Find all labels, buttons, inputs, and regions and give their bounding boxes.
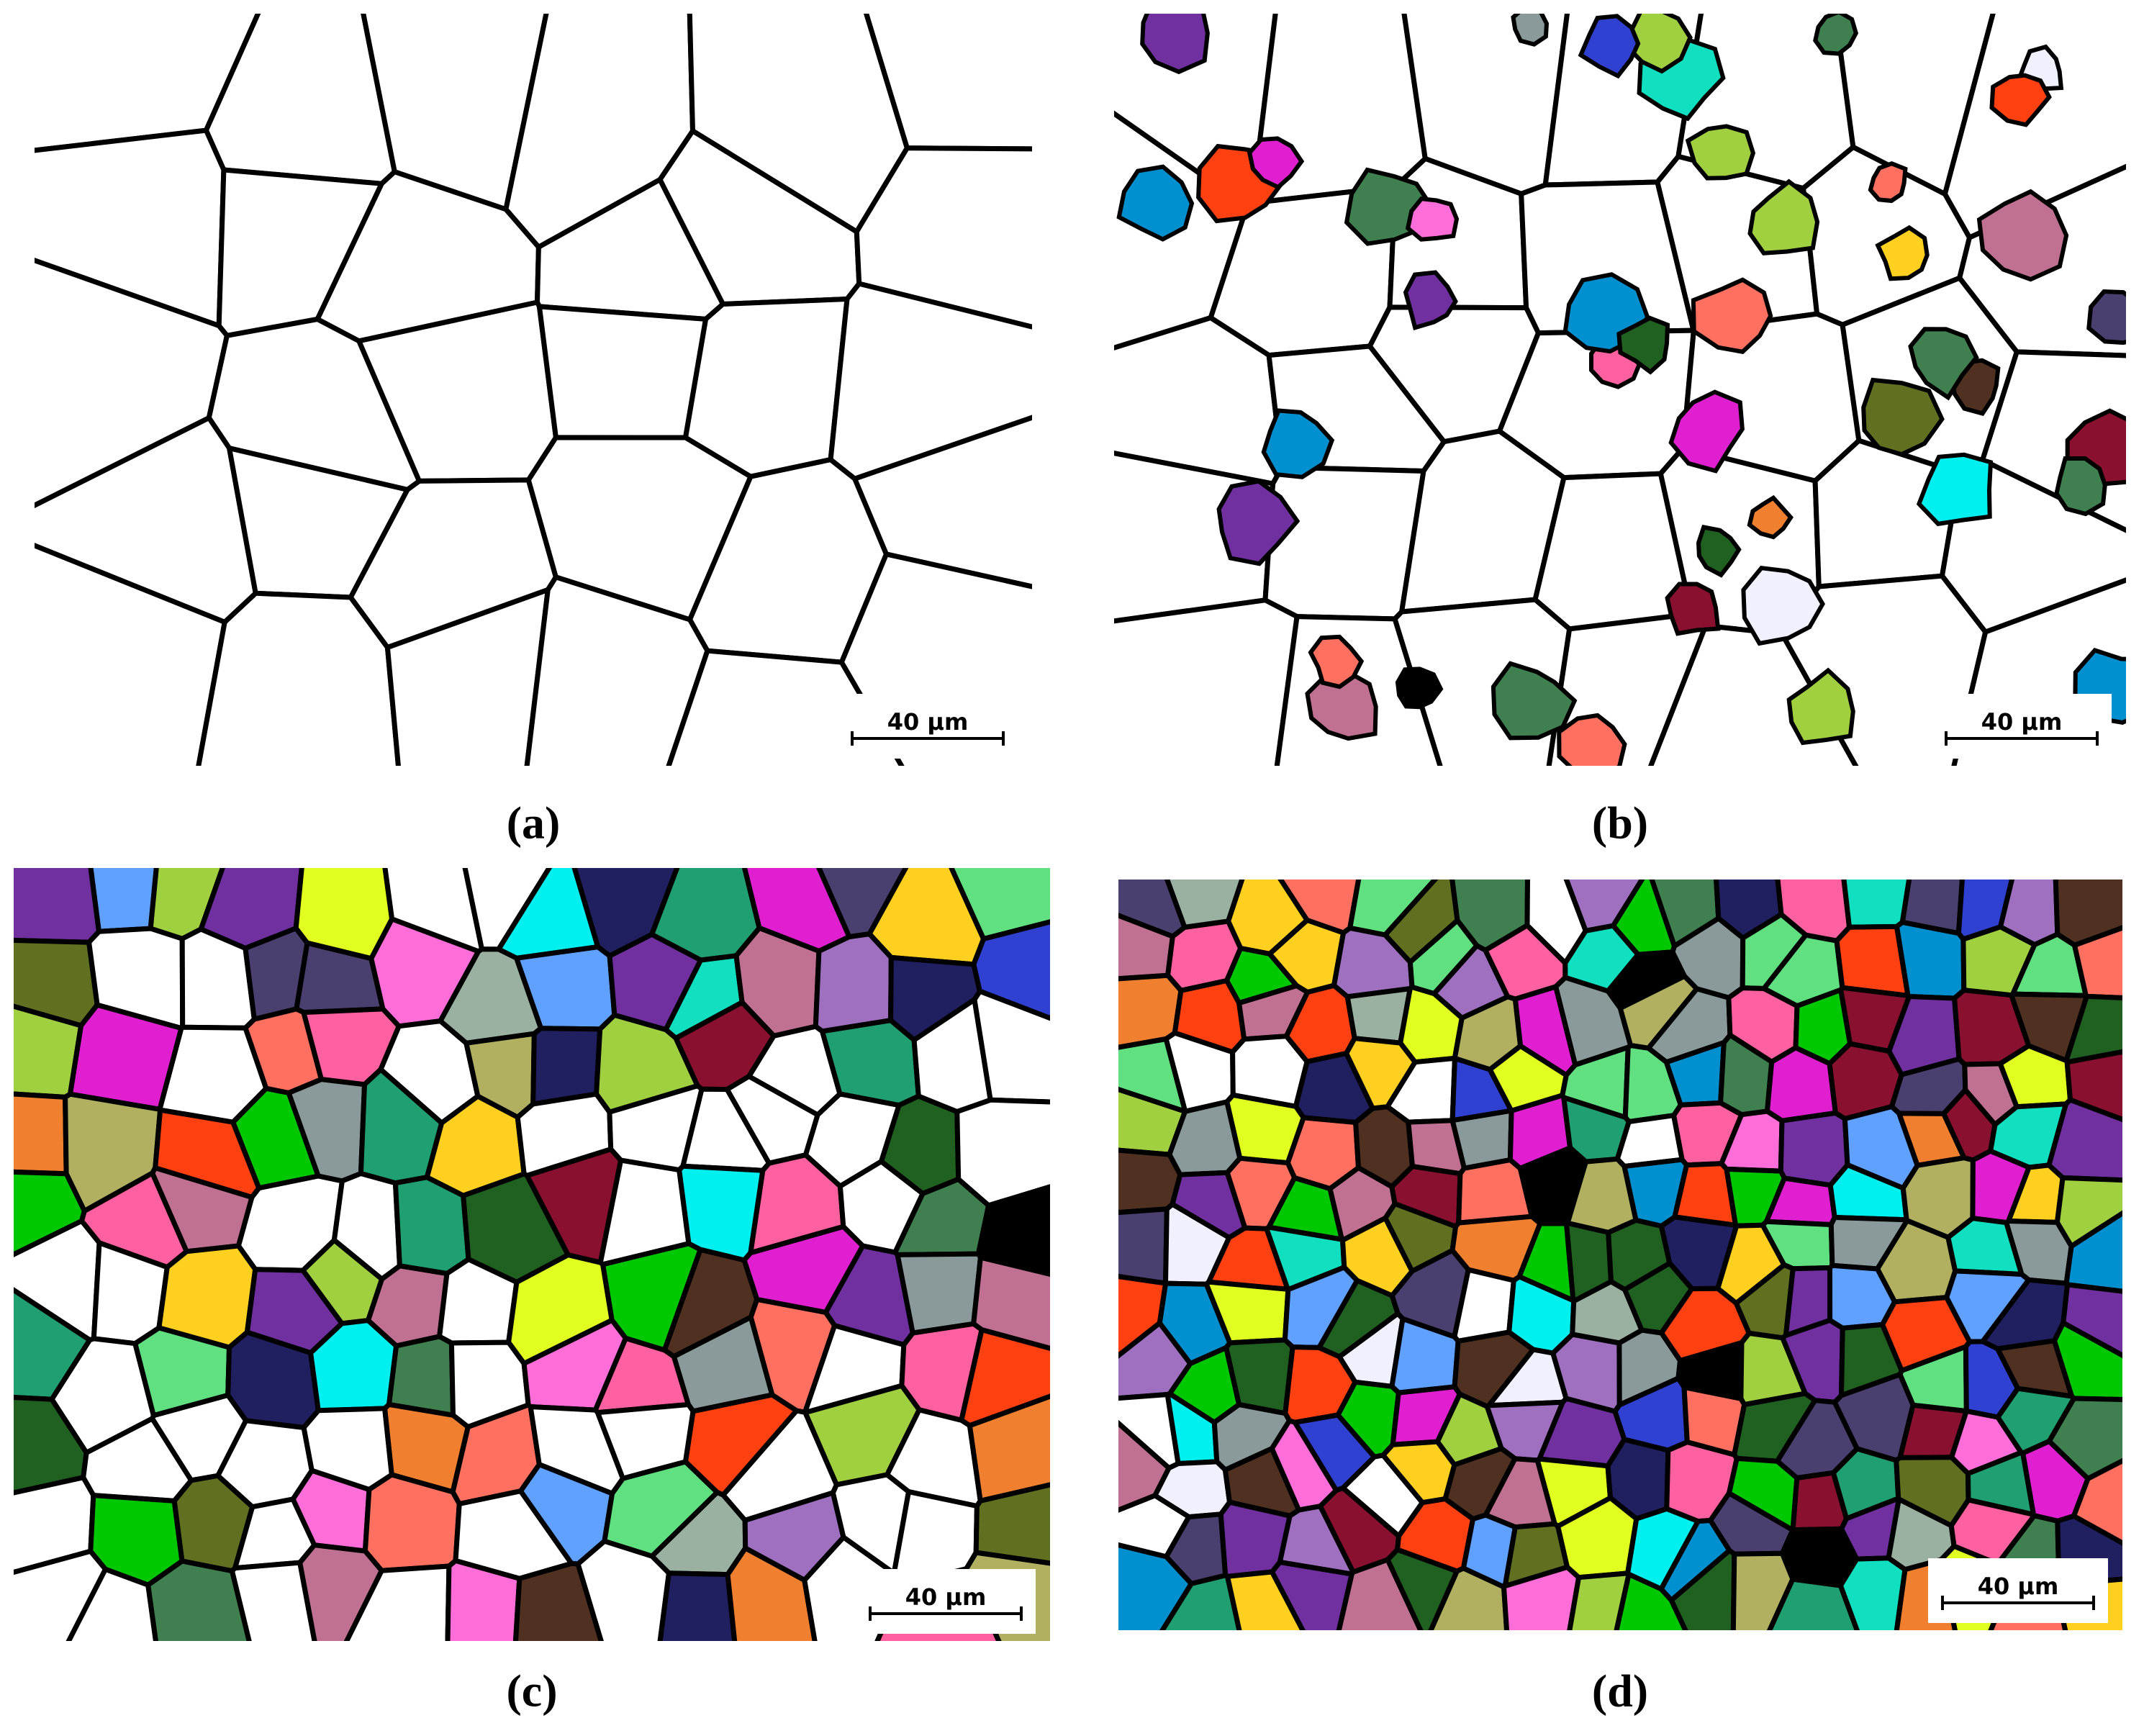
recrystallized-grain: [1405, 196, 1460, 242]
recrystallized-grain: [1741, 566, 1825, 646]
micrograph-a: 40 μm: [35, 14, 1032, 766]
scale-bar-label: 40 μm: [905, 1583, 987, 1611]
recrystallized-grain: [1403, 270, 1458, 331]
recrystallized-grain: [1747, 494, 1794, 540]
recrystallized-grain: [1696, 525, 1742, 578]
grain: [536, 304, 709, 440]
recrystallized-grain: [1916, 452, 1994, 527]
recrystallized-grain: [1557, 713, 1627, 766]
recrystallized-grain: [1308, 634, 1365, 690]
micrograph-c: 40 μm: [14, 868, 1050, 1641]
scale-bar-box: [838, 694, 1018, 759]
grain: [864, 14, 1032, 152]
recrystallized-grain: [2086, 289, 2126, 345]
grain: [895, 1251, 983, 1336]
recrystallized-grain: [1616, 315, 1670, 375]
grain: [1336, 1557, 1424, 1630]
recrystallized-grain: [1116, 164, 1195, 242]
recrystallized-grain: [1813, 14, 1859, 56]
grain: [1262, 464, 1426, 622]
scale-bar-label: 40 μm: [887, 708, 969, 736]
recrystallized-grain: [1747, 178, 1820, 256]
recrystallized-grain: [1668, 389, 1745, 474]
recrystallized-grain: [1868, 161, 1908, 204]
recrystallized-grain: [2054, 456, 2107, 517]
grain: [1894, 919, 1967, 1001]
grain: [1114, 597, 1300, 766]
recrystallized-grain: [1305, 670, 1378, 741]
scale-bar-label: 40 μm: [1978, 1573, 2059, 1600]
recrystallized-grain: [1786, 667, 1855, 746]
grain: [813, 931, 894, 1034]
recrystallized-grain: [1261, 408, 1335, 479]
recrystallized-grain: [1395, 666, 1444, 710]
grain: [973, 1482, 1050, 1566]
recrystallized-grain: [1989, 73, 2052, 127]
grain: [972, 988, 1050, 1105]
recrystallized-grain: [1511, 14, 1550, 47]
grain: [386, 1334, 456, 1418]
scale-bar-box: [856, 1569, 1036, 1634]
grain: [392, 1175, 471, 1276]
recrystallized-grain: [1140, 14, 1210, 75]
recrystallized-grain: [1691, 277, 1773, 355]
scale-bar-box: [1928, 1558, 2108, 1623]
grain: [1223, 1337, 1295, 1416]
recrystallized-grain: [1861, 377, 1945, 457]
recrystallized-grain: [1875, 225, 1930, 281]
grain: [854, 145, 1032, 330]
scale-bar-label: 40 μm: [1981, 708, 2063, 736]
grain: [196, 590, 401, 766]
micrograph-b: 40 μm: [1114, 14, 2126, 766]
recrystallized-grain: [1908, 327, 1979, 401]
scale-bar-box: [1932, 694, 2112, 759]
grain: [362, 1472, 462, 1573]
micrograph-d: 40 μm: [1118, 880, 2122, 1630]
recrystallized-grain: [1976, 189, 2069, 282]
recrystallized-grain: [1665, 582, 1721, 636]
recrystallized-grain: [1685, 124, 1756, 181]
recrystallized-grain: [1491, 661, 1578, 741]
panel-label: (d): [1592, 1665, 1648, 1717]
recrystallized-grain: [1578, 14, 1641, 79]
panel-label: (c): [506, 1665, 557, 1717]
panel-label: (b): [1592, 797, 1648, 849]
recrystallized-grain: [1216, 479, 1301, 566]
recrystallized-grain: [1247, 136, 1305, 190]
grain: [949, 868, 1050, 941]
panel-label: (a): [507, 797, 561, 849]
